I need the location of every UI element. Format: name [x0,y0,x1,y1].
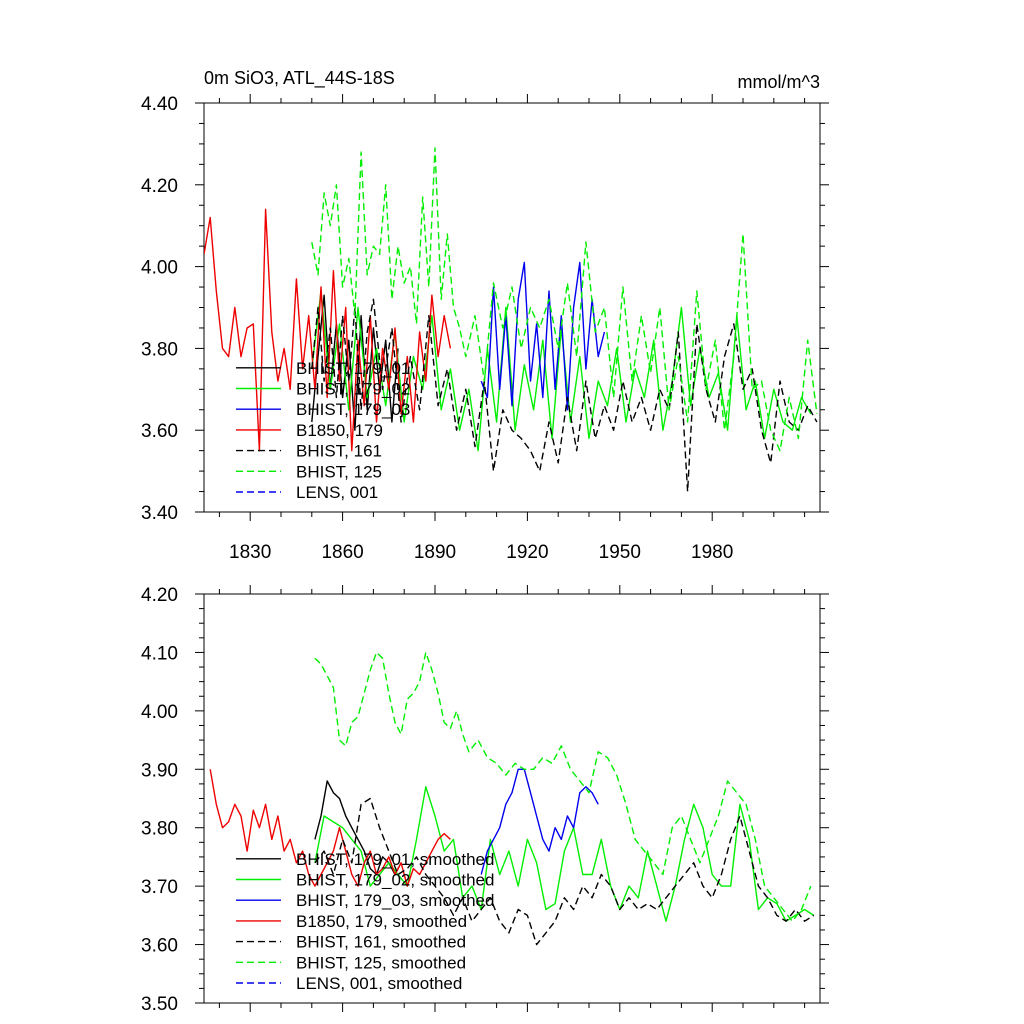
legend-label: B1850, 179, smoothed [296,912,467,931]
x-tick-label: 1830 [229,542,271,563]
legend-label: B1850, 179 [296,421,383,440]
series-line [314,786,815,922]
series-line [209,769,451,887]
series-line [314,797,815,946]
y-tick-label: 3.90 [141,760,178,781]
chart-title: 0m SiO3, ATL_44S-18S [204,68,395,89]
series-line [480,261,606,411]
series-line [311,298,818,493]
y-tick-label: 3.60 [141,421,178,442]
units-label: mmol/m^3 [738,72,820,92]
x-tick-label: 1860 [321,542,363,563]
y-tick-label: 4.40 [141,94,178,115]
y-tick-label: 4.00 [141,702,178,723]
legend-label: BHIST, 161 [296,442,382,461]
series-group [209,651,815,946]
bottom-panel: 3.50 3.60 3.70 3.80 3.90 4.00 4.10 4.20 BHIST, 1… [141,585,829,1015]
series-line [204,208,452,452]
y-tick-label: 3.80 [141,339,178,360]
legend-label: LENS, 001 [296,483,378,502]
y-tick-label: 4.00 [141,258,178,279]
legend-label: BHIST, 179_03, smoothed [296,891,494,910]
top-panel: 3.40 3.60 3.80 4.00 4.20 4.40 1830 1860 1890 1920… [141,94,829,563]
legend-label: BHIST, 179_01, smoothed [296,850,494,869]
y-tick-label: 4.10 [141,643,178,664]
series-group [204,147,818,493]
y-tick-label: 3.40 [141,503,178,524]
x-tick-label: 1920 [506,542,548,563]
x-tick-label: 1950 [599,542,641,563]
series-line [314,651,812,922]
y-tick-label: 3.50 [141,994,178,1015]
y-tick-label: 3.70 [141,877,178,898]
y-tick-label: 4.20 [141,585,178,606]
x-tick-label: 1980 [691,542,733,563]
x-tick-label: 1890 [414,542,456,563]
legend-label: LENS, 001, smoothed [296,974,462,993]
legend-label: BHIST, 125 [296,462,382,481]
legend-label: BHIST, 179_02, smoothed [296,871,494,890]
legend-label: BHIST, 179_02 [296,380,410,399]
y-tick-label: 3.80 [141,819,178,840]
legend-label: BHIST, 179_01 [296,359,410,378]
y-tick-label: 4.20 [141,176,178,197]
legend-label: BHIST, 125, smoothed [296,953,466,972]
series-line [480,768,599,875]
y-tick-label: 3.60 [141,936,178,957]
legend-label: BHIST, 179_03 [296,400,410,419]
legend-label: BHIST, 161, smoothed [296,933,466,952]
